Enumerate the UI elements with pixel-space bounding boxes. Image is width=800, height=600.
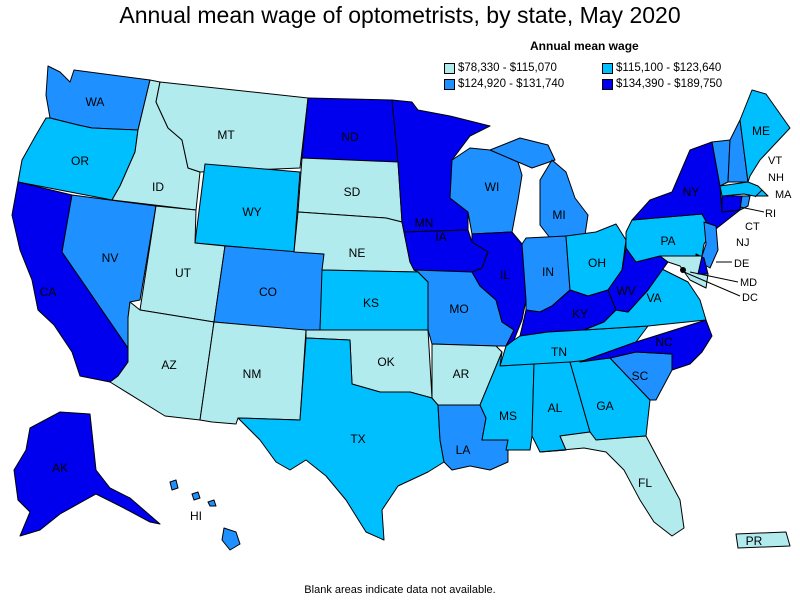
label-MD: MD xyxy=(740,277,757,289)
state-NJ[interactable] xyxy=(699,221,719,269)
label-OK: OK xyxy=(377,355,394,369)
label-NJ: NJ xyxy=(736,237,749,249)
legend-swatch-tier-3 xyxy=(444,78,455,90)
label-DC: DC xyxy=(742,292,758,304)
legend-item-tier-3: $124,920 - $131,740 xyxy=(444,78,564,90)
legend-label-tier-1: $78,330 - $115,070 xyxy=(458,62,557,74)
state-FL[interactable] xyxy=(539,431,685,537)
legend-swatch-tier-1 xyxy=(444,62,455,74)
label-CO: CO xyxy=(259,285,277,299)
state-CT[interactable] xyxy=(721,195,743,213)
label-IA: IA xyxy=(435,230,446,244)
label-SD: SD xyxy=(344,185,361,199)
legend-label-tier-2: $115,100 - $123,640 xyxy=(616,62,722,74)
state-HI[interactable] xyxy=(169,479,241,551)
label-TN: TN xyxy=(551,345,567,359)
label-ND: ND xyxy=(341,130,359,144)
state-MI[interactable] xyxy=(489,137,589,239)
state-ME[interactable] xyxy=(739,89,791,183)
state-RI[interactable] xyxy=(739,195,751,211)
label-AZ: AZ xyxy=(161,358,176,372)
leader-dc xyxy=(683,271,741,297)
leader-ri xyxy=(739,206,765,213)
label-MN: MN xyxy=(415,216,434,230)
label-CA: CA xyxy=(40,285,57,299)
legend-label-tier-4: $134,390 - $189,750 xyxy=(616,78,723,90)
label-WI: WI xyxy=(485,180,500,194)
label-CT: CT xyxy=(745,221,760,233)
label-SC: SC xyxy=(632,369,649,383)
label-HI: HI xyxy=(190,509,202,523)
label-GA: GA xyxy=(596,399,613,413)
label-WV: WV xyxy=(616,284,635,298)
state-labels: WA OR CA ID NV MT WY UT AZ CO NM ND SD N… xyxy=(40,95,792,548)
label-MT: MT xyxy=(217,128,235,142)
state-NC[interactable] xyxy=(579,319,713,371)
label-WA: WA xyxy=(86,95,105,109)
label-NC: NC xyxy=(655,335,673,349)
state-MD[interactable] xyxy=(659,255,709,289)
map-title: Annual mean wage of optometrists, by sta… xyxy=(119,2,681,28)
label-UT: UT xyxy=(175,266,192,280)
label-OH: OH xyxy=(588,256,606,270)
label-KS: KS xyxy=(363,296,379,310)
label-LA: LA xyxy=(456,443,471,457)
legend-title: Annual mean wage xyxy=(530,39,639,53)
label-AL: AL xyxy=(548,401,563,415)
label-MA: MA xyxy=(775,189,792,201)
state-WI[interactable] xyxy=(449,147,523,235)
legend-label-tier-3: $124,920 - $131,740 xyxy=(458,78,565,90)
state-PR[interactable] xyxy=(735,531,791,549)
label-IL: IL xyxy=(500,268,510,282)
label-PR: PR xyxy=(746,534,763,548)
label-DE: DE xyxy=(734,258,749,270)
label-AK: AK xyxy=(52,461,68,475)
label-OR: OR xyxy=(71,154,89,168)
legend-item-tier-1: $78,330 - $115,070 xyxy=(444,62,557,74)
label-TX: TX xyxy=(350,432,365,446)
legend-item-tier-2: $115,100 - $123,640 xyxy=(602,62,721,74)
label-NM: NM xyxy=(243,367,262,381)
label-NH: NH xyxy=(768,172,784,184)
state-TX[interactable] xyxy=(237,337,445,541)
leader-ma xyxy=(754,189,763,198)
dc-marker xyxy=(680,267,686,273)
label-NY: NY xyxy=(683,185,700,199)
label-VA: VA xyxy=(646,291,661,305)
label-NV: NV xyxy=(102,251,119,265)
label-ID: ID xyxy=(152,180,164,194)
label-IN: IN xyxy=(542,265,554,279)
state-AK[interactable] xyxy=(13,411,161,537)
label-PA: PA xyxy=(660,234,675,248)
label-WY: WY xyxy=(242,205,261,219)
legend-swatch-tier-2 xyxy=(602,62,613,74)
label-RI: RI xyxy=(765,208,776,220)
label-KY: KY xyxy=(572,307,588,321)
state-MA[interactable] xyxy=(719,181,769,197)
label-MI: MI xyxy=(552,208,565,222)
label-ME: ME xyxy=(752,124,770,138)
leader-md xyxy=(689,271,739,283)
label-MS: MS xyxy=(499,409,517,423)
label-NE: NE xyxy=(349,246,366,260)
label-FL: FL xyxy=(638,476,652,490)
legend-item-tier-4: $134,390 - $189,750 xyxy=(602,78,722,90)
label-VT: VT xyxy=(768,155,782,167)
label-AR: AR xyxy=(453,367,470,381)
legend-swatch-tier-4 xyxy=(602,78,613,90)
label-MO: MO xyxy=(449,302,468,316)
footer-note: Blank areas indicate data not available. xyxy=(304,584,496,596)
